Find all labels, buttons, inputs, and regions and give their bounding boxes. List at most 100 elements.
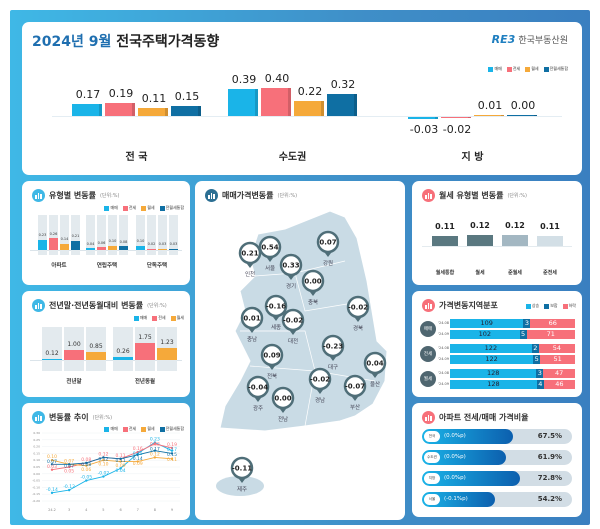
data-label: 0.07 xyxy=(64,458,74,464)
x-tick-label: 6 xyxy=(119,508,121,512)
y-tick-label: -0.20 xyxy=(32,499,40,503)
chart-icon xyxy=(32,411,45,424)
category-label: 단독주택 xyxy=(146,263,168,269)
map-marker-서울[interactable]: 0.54 서울 xyxy=(258,235,282,272)
legend-label: 매매 xyxy=(110,205,118,210)
pin-head xyxy=(279,253,303,277)
map-marker-제주[interactable]: -0.11 제주 xyxy=(230,456,254,493)
segment-up: 102 xyxy=(450,330,520,339)
map-marker-전남[interactable]: 0.00 전남 xyxy=(271,386,295,423)
region-value: 0.00 xyxy=(274,395,291,403)
map-marker-인천[interactable]: 0.21 인천 xyxy=(238,241,262,278)
column-bg xyxy=(97,215,106,255)
data-point xyxy=(67,463,71,466)
map-marker-경북[interactable]: -0.02 경북 xyxy=(346,295,370,332)
change-label: (0.0%p) xyxy=(444,433,466,439)
region-value: -0.16 xyxy=(266,303,286,311)
map-marker-대전[interactable]: -0.02 대전 xyxy=(281,308,305,345)
y-tick-label: 0.10 xyxy=(33,458,40,462)
column-bg xyxy=(86,327,106,371)
series-line-전월세통합 xyxy=(52,450,173,465)
column-bg xyxy=(113,327,133,371)
chart-icon xyxy=(32,299,45,312)
pin-head xyxy=(316,230,340,254)
region-name: 울산 xyxy=(370,380,380,388)
period-label: '24.08 xyxy=(438,371,449,375)
segment-down: 54 xyxy=(538,344,575,353)
ratio-value: 54.2% xyxy=(537,495,562,503)
data-point xyxy=(50,459,54,462)
data-label: 0.17 xyxy=(75,88,101,102)
data-label: 0.10 xyxy=(136,239,145,243)
korea-map: 0.21 인천 0.54 서울 0.33 경기 0.07 강원 0.00 충북 0.01 충남 -0.1… xyxy=(216,210,388,496)
segment-flat: 3 xyxy=(523,319,531,328)
pin-head xyxy=(238,241,262,265)
map-marker-울산[interactable]: 0.04 울산 xyxy=(363,351,387,388)
type-change-panel: 유형별 변동률 (단위:%) 매매 전세 월세 전월세통합 0.23 0.26 0.14 0.… xyxy=(22,181,190,285)
x-tick-label: 8 xyxy=(154,508,156,512)
data-label: 0.12 xyxy=(98,451,108,457)
baseline xyxy=(30,250,182,251)
column-bg xyxy=(158,215,167,255)
map-marker-광주[interactable]: -0.04 광주 xyxy=(246,375,270,412)
legend-label: 매매 xyxy=(110,426,118,431)
map-marker-세종[interactable]: -0.16 세종 xyxy=(264,294,288,331)
region-name: 대구 xyxy=(328,363,338,371)
change-label: (0.0%p) xyxy=(444,475,466,481)
legend-swatch xyxy=(488,66,494,72)
column-bg xyxy=(60,215,69,255)
map-marker-경남[interactable]: -0.02 경남 xyxy=(308,367,332,404)
chart-icon xyxy=(32,189,45,202)
legend-swatch xyxy=(104,205,110,211)
data-label: 0.07 xyxy=(64,463,74,469)
map-marker-경기[interactable]: 0.33 경기 xyxy=(279,253,303,290)
title-date: 2024년 9월 xyxy=(32,34,112,50)
region-value: -0.02 xyxy=(310,376,330,384)
map-marker-전북[interactable]: 0.09 전북 xyxy=(260,343,284,380)
bar-매매 xyxy=(72,104,102,116)
region-name: 세종 xyxy=(271,323,281,331)
column-bg xyxy=(71,215,80,255)
pin-head xyxy=(363,351,387,375)
stacked-bar: 122 2 54 xyxy=(450,344,575,353)
data-label: 0.22 xyxy=(297,84,323,98)
category-label: 전년말 xyxy=(66,379,82,385)
map-marker-부산[interactable]: -0.07 부산 xyxy=(343,374,367,411)
panel-title: 월세 유형별 변동률 (단위:%) xyxy=(422,189,527,202)
legend-item: 하락 xyxy=(562,303,576,309)
y-tick-label: 0.30 xyxy=(33,431,40,435)
legend-item: 매매 xyxy=(133,315,148,321)
data-point xyxy=(50,463,54,466)
legend-swatch xyxy=(506,66,512,72)
legend-label: 전세 xyxy=(128,426,137,431)
column-bg xyxy=(108,215,117,255)
bar xyxy=(42,358,62,360)
period-label: '24.08 xyxy=(438,346,449,350)
map-marker-강원[interactable]: 0.07 강원 xyxy=(316,230,340,267)
legend-item: 매매 xyxy=(104,205,118,211)
legend-label: 매매 xyxy=(139,315,148,320)
segment-flat: 3 xyxy=(536,369,544,378)
bar xyxy=(64,350,84,360)
legend-swatch xyxy=(133,315,139,321)
map-marker-충남[interactable]: 0.01 충남 xyxy=(240,306,264,343)
data-point xyxy=(50,491,54,495)
map-marker-충북[interactable]: 0.00 충북 xyxy=(301,269,325,306)
bar-월세 xyxy=(294,100,324,116)
legend-label: 월세 xyxy=(147,426,155,431)
region-name: 충북 xyxy=(308,298,318,306)
data-label: 0.21 xyxy=(71,234,80,239)
data-label: -0.02 xyxy=(442,123,472,136)
data-label: 0.06 xyxy=(81,467,91,473)
category-label: 지 방 xyxy=(461,152,484,163)
data-point xyxy=(136,453,139,456)
map-marker-대구[interactable]: -0.23 대구 xyxy=(321,334,345,371)
region-value: -0.02 xyxy=(348,304,368,312)
data-label: 0.11 xyxy=(167,457,177,463)
pin-head xyxy=(343,374,367,398)
data-label: 0.04 xyxy=(116,468,126,474)
data-label: 0.00 xyxy=(510,99,536,112)
region-value: -0.02 xyxy=(283,317,303,325)
map-panel: 매매가격변동률 (단위:%) 0.21 인천 0.54 서울 0.33 경기 0.07 강원 0.… xyxy=(195,181,405,520)
legend-item: 월세 xyxy=(170,315,184,321)
